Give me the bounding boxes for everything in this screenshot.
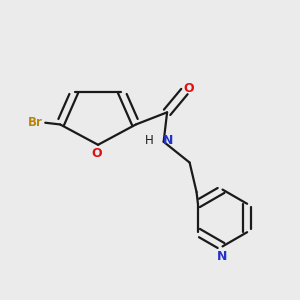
Text: Br: Br xyxy=(27,116,42,129)
Text: H: H xyxy=(145,134,154,146)
Text: O: O xyxy=(91,147,102,160)
Text: N: N xyxy=(163,134,173,146)
Text: O: O xyxy=(183,82,194,94)
Text: N: N xyxy=(217,250,228,262)
